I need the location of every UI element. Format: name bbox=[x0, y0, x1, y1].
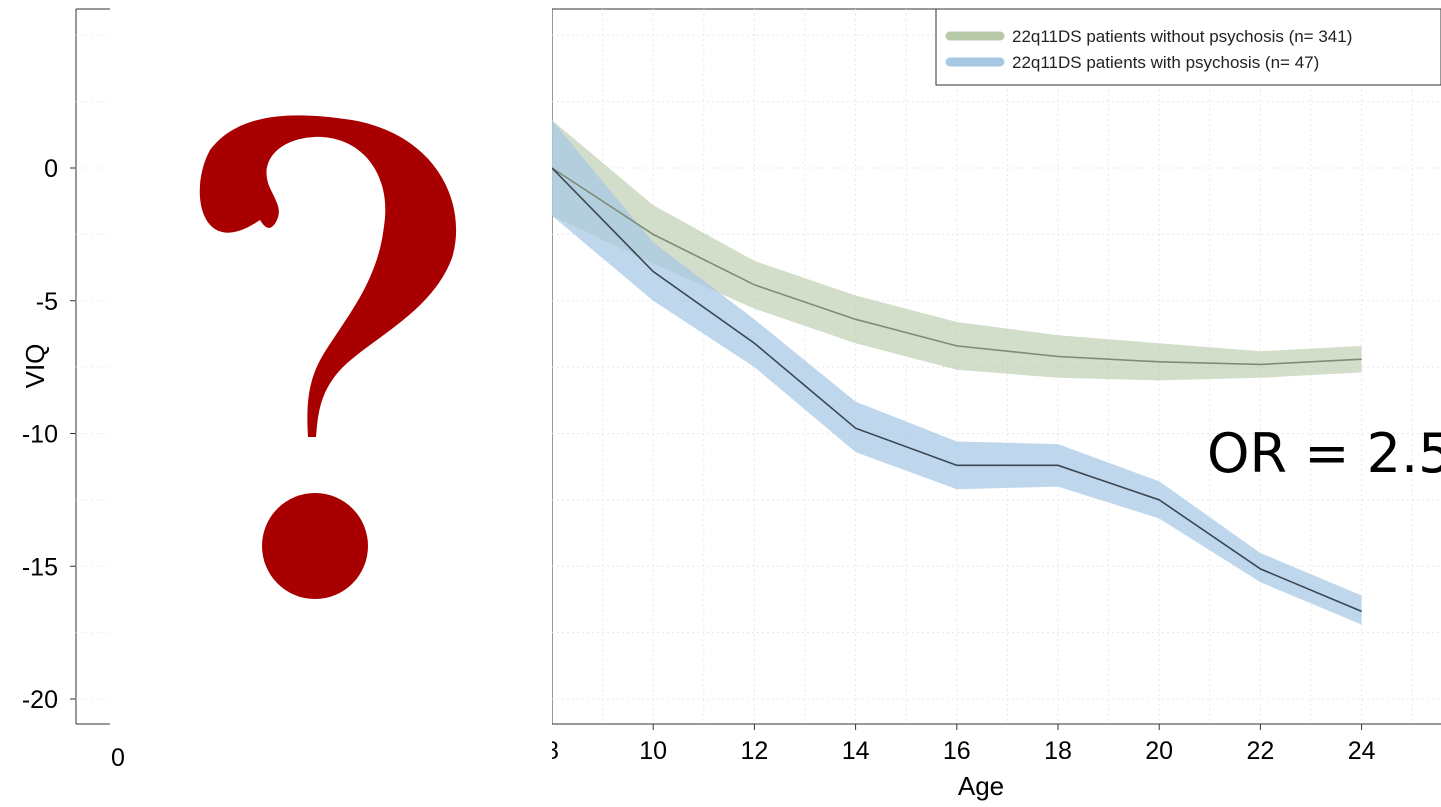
legend: 22q11DS patients without psychosis (n= 3… bbox=[935, 8, 1441, 86]
x-axis-label: Age bbox=[958, 771, 1004, 801]
y-tick-label: -10 bbox=[22, 421, 58, 449]
confidence-band-without-psychosis bbox=[552, 120, 1362, 381]
series-line-without-psychosis bbox=[551, 167, 1362, 366]
confidence-band-with-psychosis bbox=[552, 120, 1362, 625]
x-tick-label: 22 bbox=[1246, 737, 1274, 765]
odds-ratio-annotation: OR = 2.5 bbox=[1207, 422, 1441, 485]
question-mark-dot bbox=[262, 493, 368, 599]
confidence-bands bbox=[552, 120, 1362, 625]
y-axis-label: VIQ bbox=[20, 344, 50, 389]
series-lines bbox=[551, 167, 1362, 613]
left-x-tick-label: 0 bbox=[111, 744, 125, 772]
x-tick-label: 16 bbox=[943, 737, 971, 765]
left-gridlines bbox=[76, 34, 110, 700]
y-tick-label: -5 bbox=[36, 288, 58, 316]
y-axis-ticks: 0 -5 -10 -15 -20 bbox=[22, 155, 76, 714]
legend-label-without-psychosis: 22q11DS patients without psychosis (n= 3… bbox=[1012, 27, 1352, 46]
x-tick-label: 24 bbox=[1348, 737, 1376, 765]
legend-box bbox=[935, 8, 1441, 86]
x-tick-label: 10 bbox=[639, 737, 667, 765]
plot-area: 10 12 14 16 18 20 22 24 Age 8 bbox=[545, 8, 1441, 801]
x-tick-label-partial: 8 bbox=[545, 737, 559, 765]
x-axis-ticks: 10 12 14 16 18 20 22 24 bbox=[639, 724, 1376, 765]
x-tick-label: 18 bbox=[1044, 737, 1072, 765]
x-tick-label: 14 bbox=[842, 737, 870, 765]
x-tick-label: 12 bbox=[740, 737, 768, 765]
series-line-with-psychosis bbox=[551, 167, 1362, 613]
y-tick-label: 0 bbox=[44, 155, 58, 183]
y-tick-label: -15 bbox=[22, 553, 58, 581]
left-axes-fragment: 0 -5 -10 -15 -20 VIQ 0 bbox=[20, 8, 125, 772]
question-mark-hook bbox=[199, 115, 457, 438]
y-tick-label: -20 bbox=[22, 686, 58, 714]
legend-label-with-psychosis: 22q11DS patients with psychosis (n= 47) bbox=[1012, 53, 1319, 72]
plot-gridlines bbox=[552, 9, 1441, 724]
x-tick-label: 20 bbox=[1145, 737, 1173, 765]
question-mark-icon bbox=[110, 0, 552, 742]
